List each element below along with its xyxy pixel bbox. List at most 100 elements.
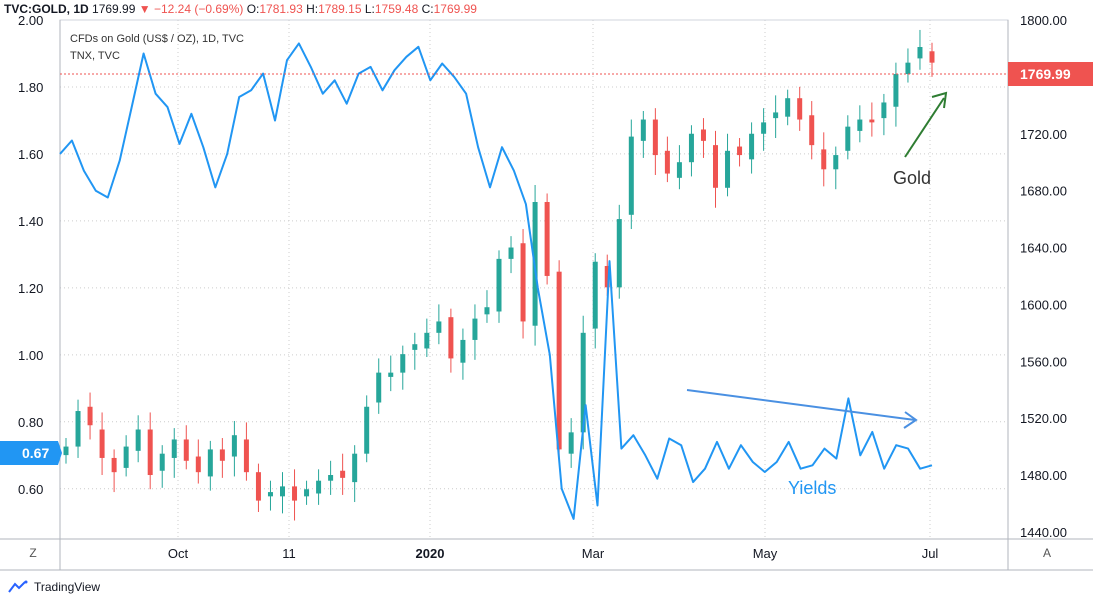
candle-body (929, 51, 935, 63)
candle-body (592, 261, 598, 329)
symbol-name: TVC:GOLD, 1D (4, 2, 89, 16)
gold-candle (255, 463, 261, 512)
candle-body (544, 202, 550, 276)
gold-candle (676, 145, 682, 190)
price-change: ▼ −12.24 (−0.69%) (138, 2, 244, 16)
right-tick-label: 1640.00 (1020, 241, 1067, 256)
candle-body (304, 489, 310, 497)
gold-candle (207, 440, 213, 491)
brand-name[interactable]: TradingView (34, 580, 101, 594)
time-axis-ticks: Oct 11 2020 Mar May Jul (168, 546, 939, 561)
gold-candle (99, 412, 105, 476)
last-price: 1769.99 (92, 2, 136, 16)
candle-body (364, 406, 370, 454)
candle-body (725, 150, 731, 188)
gold-candle (171, 428, 177, 478)
time-tick-label: 11 (282, 546, 296, 561)
candle-body (713, 145, 718, 188)
gold-candle (147, 412, 153, 490)
legend-tnx-series[interactable]: TNX, TVC (70, 50, 120, 62)
yields-annotation: Yields (686, 389, 918, 498)
candle-body (328, 475, 334, 481)
gold-candle (761, 108, 767, 151)
gold-candle (159, 445, 165, 488)
yields-line (59, 42, 933, 520)
gold-candle (713, 130, 718, 208)
candle-body (664, 150, 670, 174)
gold-candle (231, 420, 237, 477)
gold-candle (496, 250, 502, 323)
gold-candle (809, 101, 815, 160)
gold-candle (929, 42, 935, 77)
right-tick-label: 1720.00 (1020, 127, 1067, 142)
gold-candle (460, 328, 466, 380)
candle-body (857, 119, 863, 131)
candle-body (869, 119, 875, 123)
gold-candle (568, 418, 574, 468)
gold-candle (749, 122, 755, 174)
candle-body (171, 439, 177, 458)
auto-scale-button[interactable]: A (1042, 546, 1051, 560)
candle-body (881, 102, 887, 119)
gold-candle (544, 193, 550, 285)
left-scale-button[interactable]: Z (29, 546, 37, 560)
close-value: 1769.99 (433, 2, 477, 16)
gold-candle (304, 480, 310, 505)
candle-body (376, 372, 382, 403)
left-tick-label: 1.40 (18, 214, 43, 229)
gold-candle (292, 469, 298, 521)
gold-candle (123, 435, 129, 477)
candle-body (520, 243, 526, 322)
candle-body (99, 429, 105, 458)
gold-candle (267, 480, 273, 511)
candle-body (219, 449, 225, 461)
candle-body (496, 258, 502, 312)
gold-candle (917, 29, 923, 70)
right-tick-label: 1520.00 (1020, 411, 1067, 426)
footer: TradingView (8, 580, 100, 594)
gold-candle (893, 62, 899, 127)
legend-main-series[interactable]: CFDs on Gold (US$ / OZ), 1D, TVC (70, 33, 245, 45)
candle-body (568, 432, 574, 454)
candle-body (316, 480, 322, 494)
low-value: 1759.48 (374, 2, 419, 16)
candle-body (640, 119, 646, 141)
candle-body (785, 98, 791, 117)
gold-candle (520, 229, 526, 339)
candle-body (821, 149, 827, 170)
candle-body (917, 47, 923, 59)
gold-candle (700, 118, 706, 158)
candle-body (749, 133, 755, 160)
candle-body (231, 435, 237, 457)
candle-body (159, 453, 165, 471)
candle-body (761, 122, 767, 134)
gold-candle (75, 399, 81, 458)
left-tick-label: 1.80 (18, 80, 43, 95)
gold-candle (195, 439, 201, 484)
right-current-badge: 1769.99 (1008, 62, 1093, 86)
gold-candle (328, 460, 334, 495)
right-tick-label: 1800.00 (1020, 13, 1067, 28)
candle-body (809, 115, 815, 146)
right-current-value: 1769.99 (1020, 66, 1071, 82)
candle-body (460, 339, 466, 363)
low-label: L: (364, 2, 375, 16)
candle-body (195, 456, 201, 473)
candle-body (183, 439, 189, 461)
gold-candle (628, 119, 634, 230)
gold-candle (797, 86, 803, 131)
candle-body (797, 98, 803, 120)
candle-body (700, 129, 706, 141)
gold-candle (424, 318, 430, 357)
gold-candle (352, 445, 358, 503)
candle-body (628, 136, 634, 215)
gold-candle (640, 111, 646, 158)
gold-candle (821, 132, 827, 187)
time-tick-label: 2020 (416, 546, 445, 561)
gold-candle (364, 395, 370, 463)
candle-body (688, 133, 694, 163)
left-tick-label: 1.60 (18, 147, 43, 162)
gold-candle (63, 438, 69, 464)
gold-candle (135, 415, 141, 463)
